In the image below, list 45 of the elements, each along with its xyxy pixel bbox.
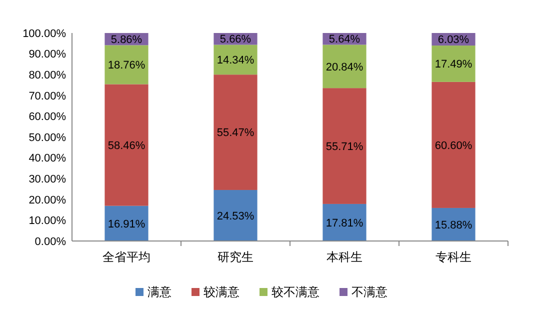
data-label: 16.91% xyxy=(108,218,146,230)
y-tick-label: 50.00% xyxy=(28,132,66,144)
data-label: 5.66% xyxy=(220,34,252,46)
x-tick-label: 全省平均 xyxy=(102,250,150,264)
legend-label: 较满意 xyxy=(204,285,240,300)
bar xyxy=(104,206,148,241)
y-tick-label: 40.00% xyxy=(28,152,66,165)
x-tick-label: 研究生 xyxy=(218,250,254,264)
data-label: 18.76% xyxy=(108,60,146,72)
legend-label: 满意 xyxy=(148,285,172,300)
y-tick-label: 30.00% xyxy=(28,173,66,186)
data-label: 20.84% xyxy=(326,61,364,74)
bar xyxy=(322,44,366,88)
y-tick-label: 80.00% xyxy=(28,69,66,82)
data-label: 5.64% xyxy=(328,34,360,46)
data-label: 55.47% xyxy=(216,127,254,140)
bar xyxy=(432,46,476,82)
y-tick-label: 60.00% xyxy=(28,111,66,124)
data-label: 14.34% xyxy=(216,54,254,67)
data-label: 60.60% xyxy=(434,140,472,152)
x-tick-label: 专科生 xyxy=(436,250,472,264)
data-label: 17.49% xyxy=(434,58,472,71)
y-tick-label: 100.00% xyxy=(22,28,66,40)
y-tick-label: 20.00% xyxy=(28,194,66,206)
bar xyxy=(322,204,366,241)
data-label: 6.03% xyxy=(438,34,470,46)
bar xyxy=(322,88,366,204)
bar xyxy=(104,84,148,206)
data-label: 17.81% xyxy=(326,217,364,230)
legend-label: 不满意 xyxy=(352,285,388,300)
y-tick-label: 70.00% xyxy=(28,90,66,102)
x-tick-label: 本科生 xyxy=(326,250,362,264)
data-label: 5.86% xyxy=(110,34,142,46)
data-label: 55.71% xyxy=(326,140,364,153)
bar xyxy=(214,74,258,190)
data-label: 58.46% xyxy=(108,140,146,152)
y-tick-label: 10.00% xyxy=(28,215,66,228)
bar xyxy=(104,45,148,84)
bar xyxy=(214,190,258,241)
y-tick-label: 90.00% xyxy=(28,48,66,61)
bar xyxy=(432,82,476,208)
data-label: 24.53% xyxy=(216,210,254,222)
y-tick-label: 0.00% xyxy=(34,236,66,248)
legend-label: 较不满意 xyxy=(272,285,320,300)
data-label: 15.88% xyxy=(434,219,472,232)
